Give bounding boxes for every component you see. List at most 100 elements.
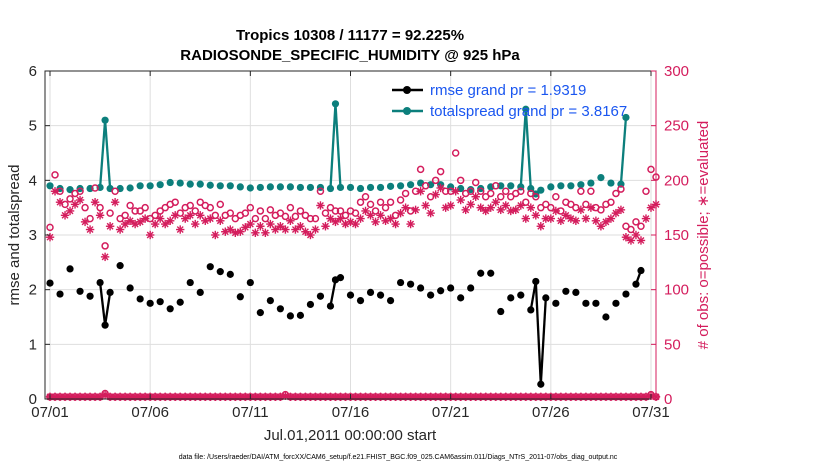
obs-possible-marker	[416, 165, 425, 174]
obs-evaluated-marker	[526, 203, 535, 212]
obs-possible-marker	[116, 214, 124, 223]
y-tick-label: 5	[29, 118, 37, 135]
x-tick-label: 07/26	[532, 404, 570, 421]
obs-possible-marker	[401, 189, 410, 198]
rmse-point	[602, 313, 610, 321]
obs-possible-marker	[121, 211, 129, 220]
obs-possible-marker	[627, 225, 635, 234]
rmse-point	[437, 287, 445, 295]
obs-evaluated-marker	[491, 198, 500, 207]
obs-evaluated-marker	[571, 216, 581, 225]
obs-evaluated-marker	[581, 214, 591, 223]
obs-evaluated-marker	[436, 183, 445, 193]
totalspread-point	[256, 183, 264, 192]
rmse-point	[286, 312, 295, 320]
obs-evaluated-marker	[426, 208, 435, 218]
obs-evaluated-marker	[466, 200, 475, 209]
obs-evaluated-marker	[246, 219, 255, 229]
obs-possible-marker	[517, 187, 525, 196]
legend-rmse-label: rmse grand pr = 1.9319	[430, 82, 586, 99]
rmse-point	[276, 305, 284, 313]
obs-possible-marker	[582, 200, 590, 209]
y-tick-label: 2	[29, 282, 37, 299]
obs-evaluated-marker	[296, 222, 305, 231]
obs-evaluated-marker	[266, 219, 275, 229]
obs-possible-marker	[226, 209, 235, 217]
obs-possible-marker	[241, 209, 250, 217]
y-right-tick-label: 100	[664, 282, 689, 299]
y-axis-left: 0 1 2 3 4 5 6	[29, 63, 50, 408]
obs-possible-marker	[151, 211, 159, 220]
rmse-point	[582, 299, 590, 307]
totalspread-point	[166, 178, 174, 187]
rmse-point	[427, 291, 435, 299]
obs-possible-marker	[491, 182, 500, 190]
obs-possible-marker	[421, 182, 430, 190]
totalspread-point	[396, 182, 405, 190]
obs-possible-marker	[331, 207, 340, 215]
obs-evaluated-marker	[376, 211, 385, 220]
obs-possible-marker	[76, 187, 84, 196]
obs-possible-marker	[617, 185, 625, 193]
y-right-tick-label: 0	[664, 391, 672, 408]
obs-possible-marker	[321, 209, 330, 217]
obs-evaluated-marker	[521, 214, 530, 223]
obs-possible-marker	[537, 203, 545, 212]
obs-evaluated-marker	[191, 219, 200, 229]
obs-evaluated-marker	[231, 228, 240, 238]
obs-possible-marker	[597, 206, 605, 214]
obs-possible-marker	[647, 165, 655, 174]
rmse-point	[542, 294, 550, 302]
obs-evaluated-marker	[556, 216, 566, 225]
obs-evaluated-marker	[606, 214, 616, 223]
x-axis: 07/01 07/06 07/11 07/16 07/21 07/26 07/31	[31, 71, 670, 421]
rmse-point	[226, 270, 234, 278]
obs-evaluated-marker	[331, 217, 340, 227]
rmse-point	[216, 268, 224, 276]
rmse-point	[537, 380, 545, 388]
y-tick-label: 4	[29, 172, 37, 189]
obs-evaluated-marker	[401, 203, 410, 212]
obs-possible-marker	[622, 222, 630, 231]
y-axis-right: 0 50 100 150 200 250 300	[651, 63, 689, 408]
obs-possible-marker	[542, 200, 550, 209]
y-right-tick-label: 250	[664, 118, 689, 135]
rmse-point	[166, 305, 174, 313]
x-tick-label: 07/31	[632, 404, 670, 421]
totalspread-point	[547, 183, 555, 191]
obs-evaluated-marker	[276, 222, 285, 231]
obs-possible-marker	[301, 211, 310, 220]
obs-evaluated-marker	[281, 225, 290, 234]
obs-possible-marker	[306, 214, 315, 223]
totalspread-point	[146, 182, 154, 190]
obs-possible-marker	[316, 187, 325, 196]
obs-possible-marker	[381, 203, 390, 212]
obs-evaluated-marker	[621, 232, 631, 242]
obs-possible-marker	[161, 203, 169, 212]
obs-possible-marker	[607, 198, 615, 206]
obs-possible-marker	[577, 187, 585, 196]
rmse-point	[346, 291, 355, 299]
rmse-line-segment	[98, 282, 107, 326]
obs-evaluated-marker	[506, 206, 515, 216]
obs-possible-marker	[441, 187, 450, 196]
rmse-point	[356, 297, 365, 305]
totalspread-point	[236, 183, 244, 191]
obs-possible-marker	[286, 203, 295, 212]
obs-possible-marker	[326, 203, 335, 212]
obs-possible-marker	[176, 209, 184, 217]
rmse-point	[637, 266, 645, 275]
obs-possible-marker	[366, 200, 375, 209]
obs-evaluated-marker	[186, 211, 195, 220]
totalspread-point	[331, 100, 340, 108]
obs-evaluated-marker	[155, 214, 165, 223]
obs-possible-marker	[81, 203, 89, 212]
rmse-point	[66, 265, 74, 273]
obs-possible-marker	[476, 187, 485, 196]
obs-evaluated-marker	[115, 225, 125, 234]
legend-spread-marker	[403, 107, 411, 115]
obs-possible-marker	[466, 187, 475, 196]
rmse-point	[326, 302, 335, 310]
rmse-point	[417, 284, 425, 292]
rmse-line-segment	[103, 292, 112, 326]
